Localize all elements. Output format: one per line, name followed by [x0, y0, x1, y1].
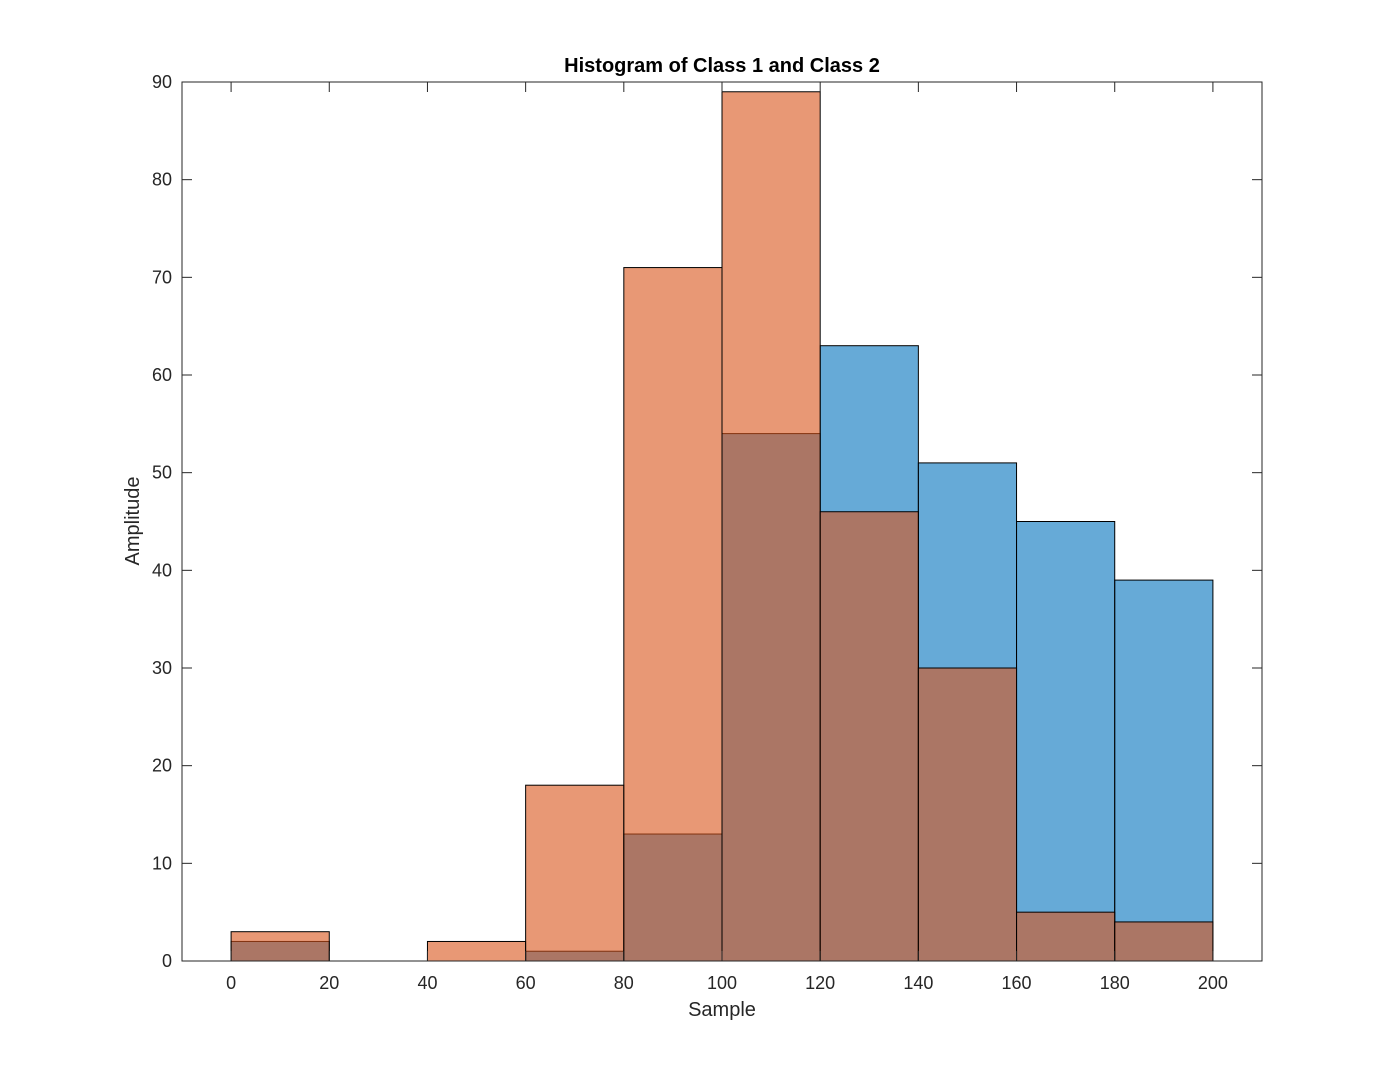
x-tick-label: 80	[614, 973, 634, 993]
x-tick-labels: 0 20 40 60 80 100 120 140 160 180 200	[226, 973, 1228, 993]
y-tick-label: 60	[152, 365, 172, 385]
bar-series-2-bin-10	[1114, 921, 1214, 962]
bar-series-2-bin-1	[230, 931, 330, 962]
x-tick-label: 60	[516, 973, 536, 993]
x-tick-label: 200	[1198, 973, 1228, 993]
y-tick-label: 70	[152, 267, 172, 287]
bar-series-2-bin-5	[623, 267, 723, 962]
x-tick-label: 20	[319, 973, 339, 993]
y-tick-label: 30	[152, 658, 172, 678]
x-tick-label: 100	[707, 973, 737, 993]
bar-series-2-bin-6	[721, 91, 821, 962]
y-tick-labels: 0 10 20 30 40 50 60 70 80 90	[152, 72, 172, 971]
bar-series-1-bin-10	[1114, 579, 1214, 962]
x-tick-label: 140	[903, 973, 933, 993]
bar-series-2-bin-3	[426, 940, 527, 962]
x-tick-label: 40	[417, 973, 437, 993]
chart-title: Histogram of Class 1 and Class 2	[564, 55, 880, 77]
x-tick-label: 120	[805, 973, 835, 993]
x-tick-label: 160	[1002, 973, 1032, 993]
y-tick-label: 80	[152, 170, 172, 190]
bar-series-1-bin-9	[1016, 521, 1116, 962]
y-tick-label: 50	[152, 463, 172, 483]
bar-series-2-bin-8	[917, 667, 1018, 962]
y-tick-label: 0	[162, 951, 172, 971]
bar-series-2-bin-9	[1016, 911, 1116, 962]
bars-layer	[230, 91, 1214, 962]
y-tick-label: 20	[152, 756, 172, 776]
x-tick-label: 0	[226, 973, 236, 993]
x-axis-label: Sample	[688, 999, 756, 1021]
bar-series-2-bin-7	[819, 511, 919, 962]
series-2	[230, 91, 1214, 962]
axes-box	[181, 81, 1263, 962]
y-tick-label: 10	[152, 853, 172, 873]
bar-series-2-bin-4	[525, 784, 625, 962]
y-axis-label: Amplitude	[122, 477, 144, 566]
y-tick-label: 90	[152, 72, 172, 92]
x-tick-label: 180	[1100, 973, 1130, 993]
y-tick-label: 40	[152, 560, 172, 580]
